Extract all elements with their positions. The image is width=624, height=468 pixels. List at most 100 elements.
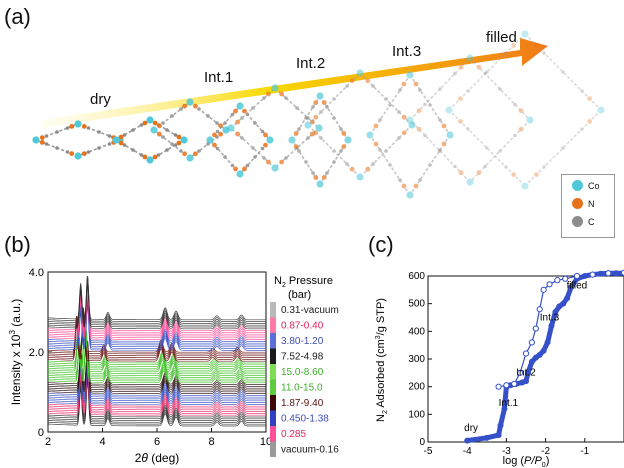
pxrd-trace bbox=[48, 375, 266, 420]
c-atom bbox=[438, 87, 442, 91]
framework-cell bbox=[150, 98, 230, 162]
c-atom bbox=[378, 118, 382, 122]
n-atom bbox=[365, 166, 371, 172]
c-atom bbox=[325, 171, 329, 175]
co-atom bbox=[186, 154, 194, 162]
pxrd-trace bbox=[48, 380, 266, 425]
n-atom bbox=[81, 124, 87, 129]
c-atom-icon bbox=[572, 216, 583, 227]
n-atom bbox=[458, 119, 463, 124]
n-atom bbox=[341, 131, 347, 136]
c-atom bbox=[384, 97, 388, 101]
c-atom bbox=[428, 103, 432, 107]
framework-cell bbox=[288, 92, 352, 188]
framework-cell bbox=[304, 69, 416, 181]
n-atom bbox=[476, 170, 482, 176]
x-axis-label: 2θ (deg) bbox=[135, 451, 180, 465]
pxrd-trace bbox=[48, 362, 266, 407]
c-atom bbox=[438, 148, 442, 152]
co-atom bbox=[146, 156, 154, 164]
pxrd-trace bbox=[48, 378, 266, 423]
desorption-point bbox=[554, 277, 561, 284]
c-atom bbox=[428, 163, 432, 167]
co-atom bbox=[32, 136, 40, 144]
c-atom bbox=[179, 107, 183, 111]
c-atom bbox=[384, 149, 388, 153]
desorption-point bbox=[517, 369, 524, 376]
x-tick-label: 4 bbox=[99, 436, 105, 448]
c-atom bbox=[485, 70, 489, 74]
pressure-range-label: 1.87-9.40 bbox=[281, 398, 324, 409]
n-atom bbox=[182, 151, 188, 157]
linker-bond bbox=[448, 33, 526, 111]
co-atom bbox=[445, 106, 453, 114]
pressure-swatch bbox=[270, 395, 276, 411]
pressure-swatch bbox=[270, 410, 276, 426]
n-atom bbox=[266, 159, 271, 165]
adsorption-point bbox=[523, 378, 529, 385]
y-tick-label: 100 bbox=[408, 409, 425, 420]
c-atom bbox=[580, 89, 584, 93]
panel-a-label: (a) bbox=[4, 4, 31, 29]
n-atom bbox=[458, 64, 464, 70]
adsorption-point bbox=[528, 358, 535, 365]
co-atom bbox=[466, 54, 474, 62]
c-atom bbox=[97, 146, 101, 150]
co-atom bbox=[316, 92, 324, 100]
x-tick-label: 6 bbox=[154, 436, 160, 448]
c-atom bbox=[131, 148, 135, 152]
n-atom bbox=[157, 131, 162, 137]
c-atom bbox=[311, 105, 315, 109]
n-atom bbox=[218, 131, 224, 137]
c-atom bbox=[122, 143, 127, 147]
desorption-point bbox=[562, 275, 569, 282]
c-atom bbox=[179, 149, 183, 153]
pxrd-trace bbox=[48, 358, 266, 403]
c-atom bbox=[251, 106, 255, 110]
n-atom bbox=[534, 43, 539, 48]
desorption-point bbox=[536, 306, 543, 313]
c-atom bbox=[398, 88, 402, 92]
plot-frame bbox=[427, 275, 624, 443]
pxrd-trace bbox=[48, 288, 266, 333]
n-atom bbox=[511, 172, 516, 178]
co-atom bbox=[288, 136, 296, 144]
c-atom bbox=[438, 149, 442, 153]
framework-cell bbox=[227, 84, 323, 172]
linker-bond bbox=[448, 109, 526, 187]
n-atom bbox=[416, 108, 422, 114]
pressure-swatch bbox=[270, 379, 276, 395]
c-atom bbox=[161, 121, 165, 125]
co-atom bbox=[406, 71, 414, 79]
stage-annotation: dry bbox=[464, 423, 478, 434]
c-atom bbox=[418, 178, 422, 182]
c-atom bbox=[332, 149, 336, 153]
c-atom bbox=[173, 133, 178, 137]
c-atom bbox=[139, 123, 144, 127]
y-tick-label: 400 bbox=[408, 326, 425, 337]
c-atom bbox=[139, 153, 144, 157]
n-atom bbox=[242, 166, 247, 172]
framework-cell bbox=[445, 30, 605, 190]
n-atom bbox=[193, 103, 198, 109]
c-atom bbox=[398, 178, 402, 182]
n-atom bbox=[321, 100, 327, 105]
pxrd-trace bbox=[48, 342, 266, 387]
n-atom bbox=[233, 108, 238, 114]
n-atom bbox=[587, 96, 592, 101]
c-atom bbox=[215, 129, 220, 134]
co-atom bbox=[356, 173, 364, 181]
adsorption-point bbox=[540, 347, 547, 354]
legend-label-c: C bbox=[588, 217, 595, 227]
co-atom bbox=[146, 116, 154, 124]
c-atom bbox=[122, 133, 127, 137]
c-atom bbox=[260, 146, 265, 151]
isotherm-chart: -5 -4 -3 -2 -1 0 100 200 300 400 500 600 dry Int.1 In… bbox=[375, 269, 624, 468]
co-atom bbox=[406, 191, 414, 199]
framework-cell bbox=[366, 71, 454, 199]
c-atom bbox=[240, 136, 244, 140]
co-atom bbox=[521, 30, 529, 38]
adsorption-line bbox=[466, 270, 624, 444]
legend-label-n: N bbox=[588, 199, 595, 209]
pxrd-trace bbox=[48, 292, 266, 337]
